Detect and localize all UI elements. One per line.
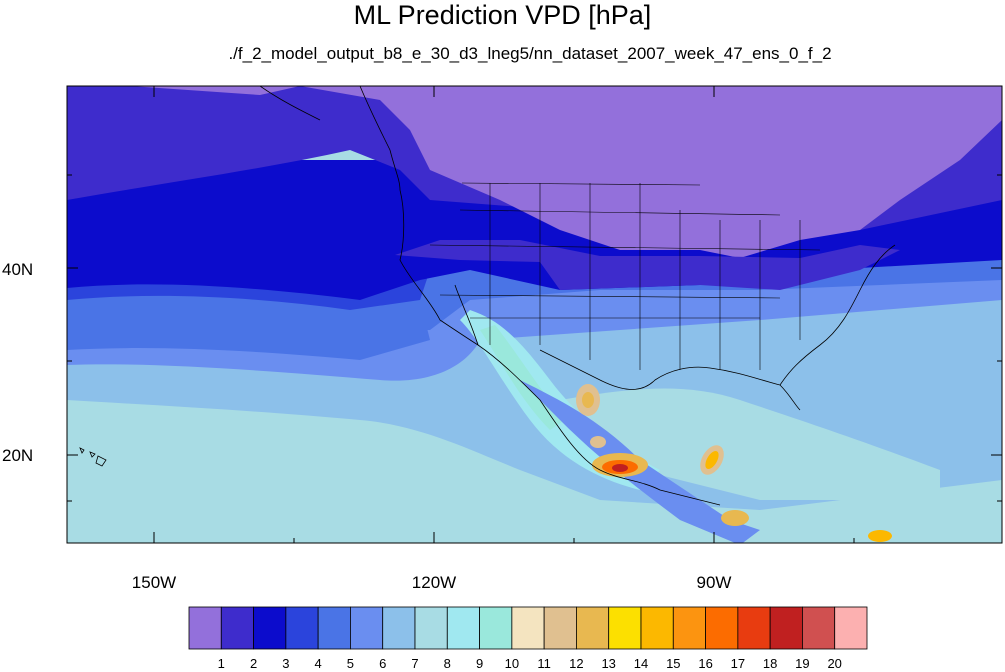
colorbar-tick-label: 8 <box>443 656 451 671</box>
hotspot-f <box>590 436 606 448</box>
band-level-1b <box>130 86 300 95</box>
colorbar-tick-label: 14 <box>633 656 649 671</box>
colorbar-tick-label: 20 <box>827 656 842 671</box>
colorbar-swatch <box>350 606 384 650</box>
colorbar-tick-label: 19 <box>795 656 810 671</box>
colorbar-swatch <box>446 606 480 650</box>
lat-label-20n: 20N <box>2 446 34 465</box>
colorbar-swatch <box>317 606 351 650</box>
colorbar-tick-label: 12 <box>569 656 584 671</box>
colorbar-swatch <box>802 606 836 650</box>
colorbar-swatch <box>479 606 513 650</box>
colorbar-swatch <box>188 606 222 650</box>
hotspot-e <box>868 530 892 542</box>
hotspot-b-core <box>612 464 628 472</box>
colorbar-swatch <box>769 606 803 650</box>
vpd-field <box>67 86 1002 543</box>
colorbar-tick-label: 5 <box>346 656 354 671</box>
hotspot-a-core <box>582 392 594 408</box>
colorbar-tick-label: 17 <box>730 656 746 671</box>
colorbar-swatch <box>608 606 642 650</box>
state-borders <box>429 182 821 370</box>
colorbar <box>188 606 868 650</box>
lon-label-120w: 120W <box>411 573 457 592</box>
colorbar-tick-label: 9 <box>475 656 484 671</box>
lon-label-150w: 150W <box>131 573 177 592</box>
hotspot-c-core <box>705 450 719 470</box>
colorbar-swatch <box>705 606 739 650</box>
colorbar-swatch <box>285 606 319 650</box>
colorbar-tick-label: 1 <box>217 656 225 671</box>
colorbar-tick-label: 10 <box>504 656 520 671</box>
colorbar-tick-label: 4 <box>314 656 322 671</box>
lat-label-40n: 40N <box>2 260 34 279</box>
colorbar-swatch <box>511 606 545 650</box>
colorbar-tick-label: 11 <box>537 656 551 671</box>
map-subtitle: ./f_2_model_output_b8_e_30_d3_lneg5/nn_d… <box>228 44 832 63</box>
axis-ticks <box>67 86 1002 543</box>
colorbar-tick-label: 18 <box>762 656 778 671</box>
colorbar-tick-label: 6 <box>379 656 387 671</box>
colorbar-swatch <box>253 606 287 650</box>
colorbar-swatch <box>543 606 577 650</box>
colorbar-swatch <box>220 606 254 650</box>
hawaii <box>79 447 107 467</box>
band-level-2-us <box>395 240 900 290</box>
hotspot-d <box>721 510 749 526</box>
colorbar-swatch <box>640 606 674 650</box>
colorbar-tick-label: 15 <box>666 656 681 671</box>
colorbar-swatch <box>672 606 706 650</box>
map-title: ML Prediction VPD [hPa] <box>353 0 652 30</box>
colorbar-swatch <box>834 606 868 650</box>
colorbar-swatch <box>382 606 416 650</box>
colorbar-tick-label: 3 <box>282 656 290 671</box>
colorbar-swatch <box>576 606 610 650</box>
colorbar-tick-label: 13 <box>601 656 616 671</box>
map-panel <box>66 85 1003 544</box>
lon-label-90w: 90W <box>696 573 732 592</box>
band-level-1 <box>300 86 1002 258</box>
coastlines <box>259 86 896 506</box>
colorbar-tick-label: 16 <box>698 656 713 671</box>
colorbar-swatch <box>737 606 771 650</box>
colorbar-tick-label: 2 <box>249 656 258 671</box>
map-border <box>66 85 1003 544</box>
colorbar-tick-label: 7 <box>411 656 419 671</box>
colorbar-swatch <box>414 606 448 650</box>
